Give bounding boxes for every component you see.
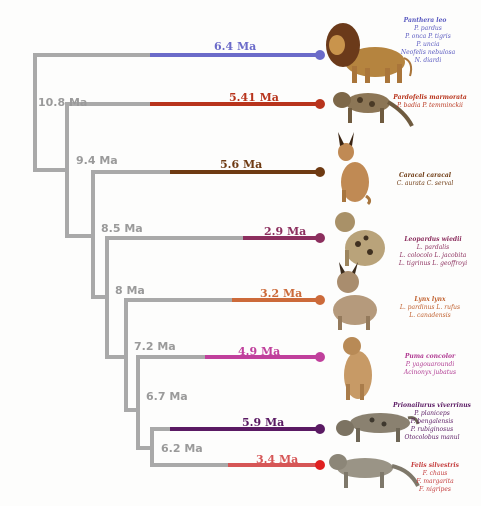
lion-illustration (326, 23, 413, 83)
species-label-leopardus: Leopardus wiedii L. pardalis L. colocolo… (398, 236, 468, 267)
tip-dot-pardofelis (315, 99, 325, 109)
age-label-caracal: 5.6 Ma (220, 158, 262, 171)
age-label-leopardus: 2.9 Ma (264, 225, 306, 238)
node-label-4: 8 Ma (115, 284, 145, 297)
age-label-lynx: 3.2 Ma (260, 287, 302, 300)
age-label-puma: 4.9 Ma (238, 345, 280, 358)
age-label-pardofelis: 5.41 Ma (229, 91, 279, 104)
node-label-5: 7.2 Ma (134, 340, 176, 353)
species-label-pardofelis: Pardofelis marmorata P. badia P. temminc… (393, 94, 467, 109)
tip-dot-puma (315, 352, 325, 362)
marbled-cat-illustration (333, 92, 414, 127)
ocelot-illustration (335, 212, 385, 266)
lynx-illustration (333, 262, 377, 330)
tip-dot-lynx (315, 295, 325, 305)
wildcat-illustration (329, 454, 420, 488)
tip-dot-prionailurus (315, 424, 325, 434)
species-label-felis: Felis silvestris F. chaus F. margarita F… (411, 462, 459, 493)
age-label-felis: 3.4 Ma (256, 453, 298, 466)
species-label-lynx: Lynx lynx L. pardinus L. rufus L. canade… (399, 296, 461, 319)
tip-dot-panthera (315, 50, 325, 60)
age-label-prionailurus: 5.9 Ma (242, 416, 284, 429)
node-label-3: 8.5 Ma (101, 222, 143, 235)
node-label-1: 10.8 Ma (38, 96, 87, 109)
node-label-6: 6.7 Ma (146, 390, 188, 403)
fishing-cat-illustration (336, 413, 420, 442)
tip-dot-caracal (315, 167, 325, 177)
age-label-panthera: 6.4 Ma (214, 40, 256, 53)
species-list-panthera: P. pardus P. onca P. tigris P. uncia Neo… (400, 25, 456, 64)
species-main-panthera: Panthera leo (403, 17, 447, 24)
species-label-caracal: Caracal caracal C. aurata C. serval (396, 172, 454, 187)
node-label-2: 9.4 Ma (76, 154, 118, 167)
node-label-7: 6.2 Ma (161, 442, 203, 455)
puma-illustration (343, 337, 372, 400)
caracal-illustration (338, 132, 372, 206)
species-label-puma: Puma concolor P. yagouaroundi Acinonyx j… (403, 353, 457, 376)
tree-branches (33, 53, 245, 467)
tip-dot-felis (315, 460, 325, 470)
species-label-prionailurus: Prionailurus viverrinus P. planiceps P. … (393, 402, 471, 441)
species-label-panthera: Panthera leo (370, 17, 480, 25)
tip-dot-leopardus (315, 233, 325, 243)
